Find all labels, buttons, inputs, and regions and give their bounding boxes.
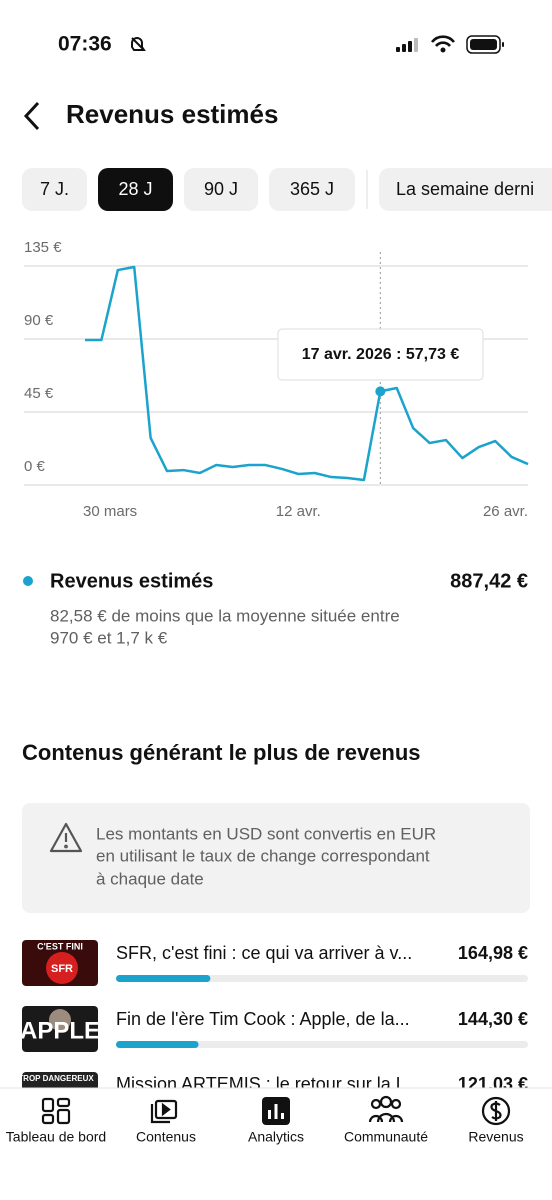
thumbnail-text: C'EST FINI: [37, 941, 83, 951]
thumbnail[interactable]: APPLE: [20, 1006, 100, 1052]
thumbnail-text: SFR: [51, 963, 73, 975]
total: 887,42 €: [450, 570, 528, 592]
line: [85, 265, 529, 482]
content-title: SFR, c'est fini : ce qui va arriver à v.…: [116, 943, 412, 963]
nav-label[interactable]: Revenus: [468, 1129, 523, 1145]
thumbnail[interactable]: C'EST FINI SFR: [22, 940, 98, 986]
x-tick-label: 30 mars: [83, 503, 137, 520]
tab-label[interactable]: 7 J.: [40, 179, 69, 199]
description: 970 € et 1,7 k €: [50, 628, 168, 647]
tab[interactable]: [22, 168, 87, 211]
section-title: Contenus générant le plus de revenus: [22, 740, 421, 765]
y-tick-label: 0 €: [24, 458, 46, 475]
notice-box: [22, 803, 530, 913]
page-title: Revenus estimés: [66, 99, 278, 129]
content-list: SFR, c'est fini : ce qui va arriver à v.…: [116, 943, 528, 1113]
x-tick-label: 26 avr.: [483, 503, 528, 520]
back-button[interactable]: [23, 101, 40, 131]
tab[interactable]: [98, 168, 173, 211]
content-title: Fin de l'ère Tim Cook : Apple, de la...: [116, 1009, 410, 1029]
progress-bar: [116, 1041, 199, 1048]
thumbnail-text: APPLE: [20, 1017, 100, 1044]
description: 82,58 € de moins que la moyenne située e…: [50, 606, 400, 625]
notice-text: Les montants en USD sont convertis en EU…: [96, 824, 436, 843]
notice-text: en utilisant le taux de change correspon…: [96, 846, 430, 865]
tab[interactable]: [184, 168, 258, 211]
tab[interactable]: [379, 168, 552, 211]
chart: 0 € 45 € 90 € 135 € 30 mars 12 avr. 26 avr. 17 …: [24, 239, 529, 520]
status-time: 07:36: [58, 33, 112, 56]
nav-label[interactable]: Analytics: [248, 1129, 304, 1145]
tab[interactable]: [269, 168, 355, 211]
progress-bar: [116, 975, 211, 982]
notice-text: à chaque date: [96, 869, 204, 888]
tab-label[interactable]: La semaine derni: [396, 179, 534, 199]
tooltip-text: 17 avr. 2026 : 57,73 €: [302, 346, 460, 363]
progress-track: [116, 975, 528, 982]
tabs: 7 J. 28 J 90 J 365 J La semaine derni: [22, 168, 552, 211]
content-amount: 144,30 €: [458, 1009, 528, 1029]
warning-icon: [49, 822, 83, 853]
progress-track: [116, 1041, 528, 1048]
content-amount: 164,98 €: [458, 943, 528, 963]
thumbnail-text: TROP DANGEREUX: [18, 1074, 94, 1083]
tab-label[interactable]: 90 J: [204, 179, 238, 199]
tab-label[interactable]: 365 J: [290, 179, 334, 199]
tab-label[interactable]: 28 J: [118, 179, 152, 199]
legend-label: Revenus estimés: [50, 570, 213, 592]
nav-label[interactable]: Communauté: [344, 1129, 428, 1145]
tooltip-box: [277, 328, 484, 381]
legend-dot: [23, 576, 33, 586]
y-tick-label: 135 €: [24, 239, 62, 256]
nav-label[interactable]: Tableau de bord: [6, 1129, 106, 1145]
nav-label[interactable]: Contenus: [136, 1129, 196, 1145]
y-tick-label: 90 €: [24, 312, 54, 329]
highlight-point: [375, 386, 386, 397]
nav-icons: [41, 1095, 511, 1126]
x-tick-label: 12 avr.: [276, 503, 321, 520]
status-icons: [131, 35, 504, 54]
y-tick-label: 45 €: [24, 385, 54, 402]
nav-icon-bars: [268, 1104, 284, 1119]
